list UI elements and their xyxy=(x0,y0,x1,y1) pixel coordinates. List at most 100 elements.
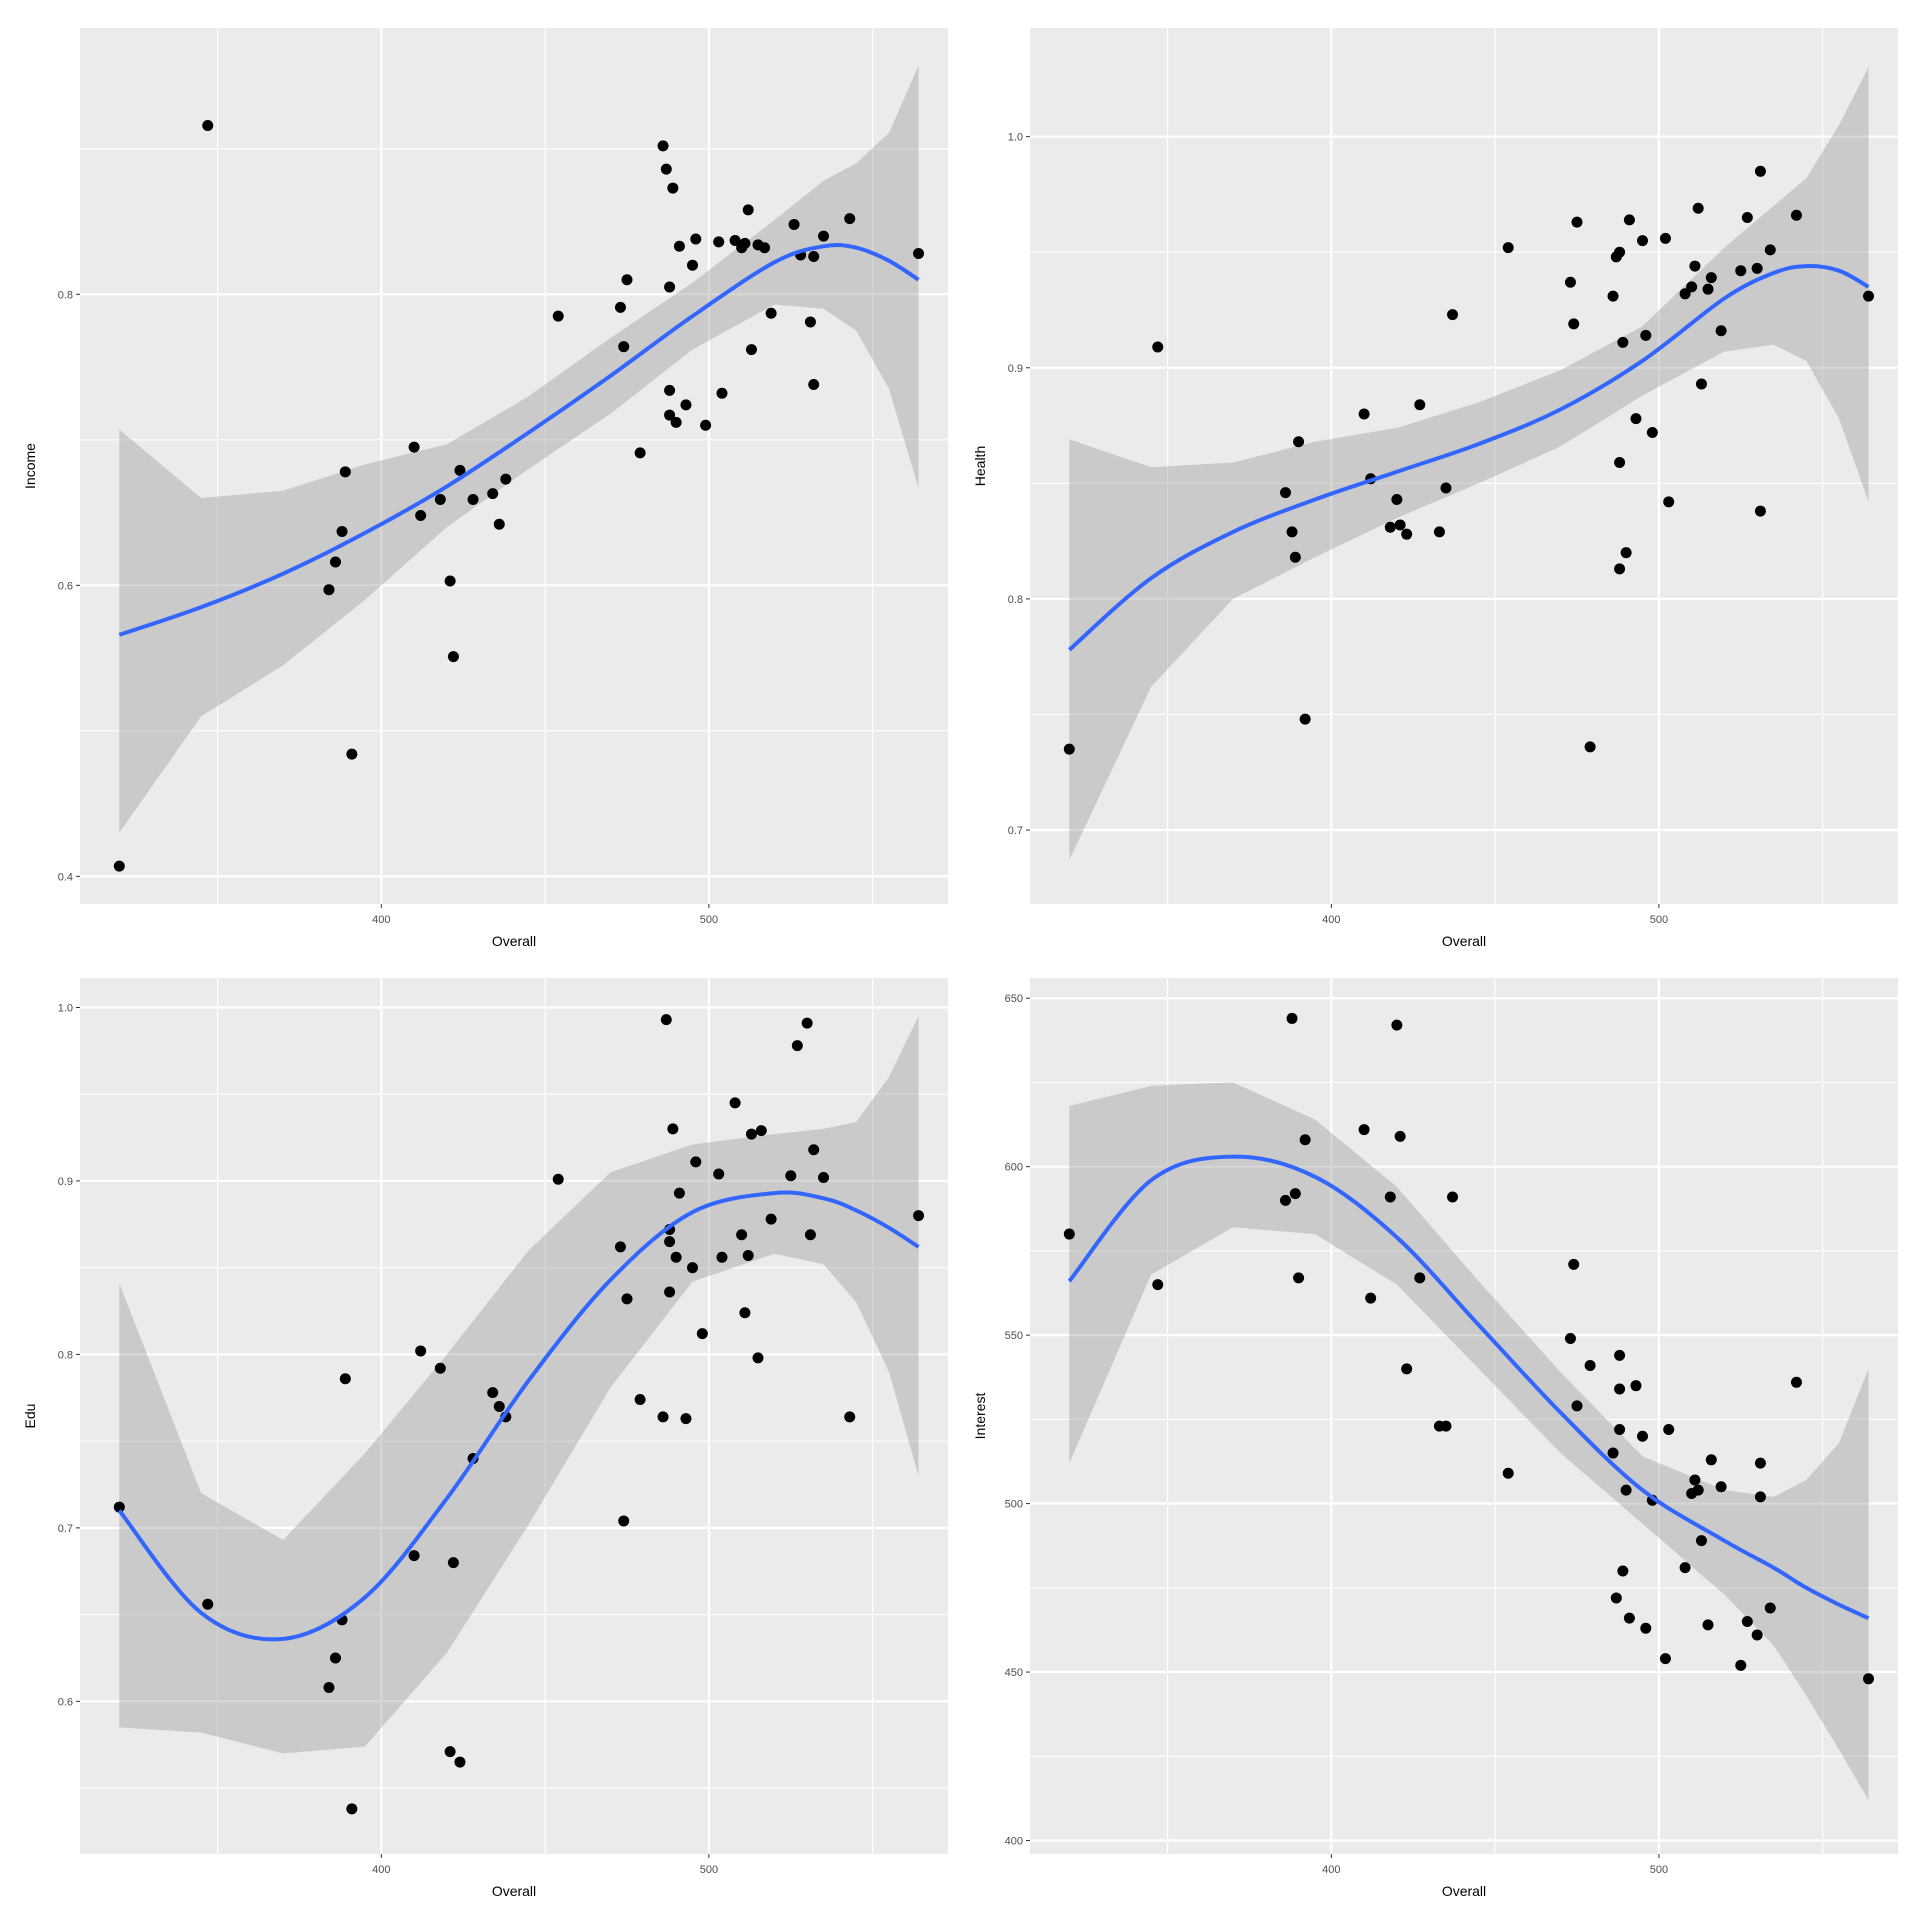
data-point xyxy=(1401,1363,1413,1375)
y-tick-label: 0.7 xyxy=(58,1523,73,1535)
data-point xyxy=(1741,212,1753,224)
data-point xyxy=(1289,1188,1301,1200)
data-point xyxy=(1614,457,1626,469)
data-point xyxy=(680,1413,692,1425)
data-point xyxy=(1735,265,1747,277)
data-point xyxy=(657,140,669,152)
data-point xyxy=(1689,1474,1701,1486)
data-point xyxy=(487,488,499,500)
y-tick-label: 0.6 xyxy=(58,580,73,592)
data-point xyxy=(742,1250,754,1262)
data-point xyxy=(339,1373,351,1385)
data-point xyxy=(1764,1602,1776,1614)
data-point xyxy=(1689,260,1701,272)
data-point xyxy=(1614,1383,1626,1395)
data-point xyxy=(1279,1194,1291,1206)
data-point xyxy=(1692,202,1704,214)
points xyxy=(1063,165,1875,755)
data-point xyxy=(1715,325,1727,337)
y-axis-title: Health xyxy=(972,446,988,486)
data-point xyxy=(729,1097,741,1109)
data-point xyxy=(752,1352,764,1364)
data-point xyxy=(454,1756,466,1768)
gridlines xyxy=(80,978,948,1854)
x-tick-label: 400 xyxy=(1322,914,1340,926)
data-point xyxy=(1692,1484,1704,1496)
x-tick-label: 500 xyxy=(1650,914,1668,926)
plot-background xyxy=(1030,978,1898,1854)
gridlines xyxy=(1030,28,1898,904)
data-point xyxy=(1299,1134,1311,1146)
data-point xyxy=(415,1345,427,1357)
y-axis-title: Interest xyxy=(972,1393,988,1440)
smooth-line xyxy=(117,1190,920,1642)
data-point xyxy=(1702,283,1714,295)
data-point xyxy=(487,1387,499,1399)
data-point xyxy=(716,387,728,399)
panel-health: 400 500 0.7 0.8 0.9 1.0 Overall Health xyxy=(972,28,1898,949)
data-point xyxy=(765,307,777,319)
data-point xyxy=(1715,1481,1727,1493)
data-point xyxy=(745,344,757,356)
data-point xyxy=(690,233,702,245)
data-point xyxy=(113,860,125,872)
data-point xyxy=(1279,487,1291,499)
data-point xyxy=(1568,318,1580,330)
data-point xyxy=(755,1125,767,1137)
data-point xyxy=(329,1652,341,1664)
y-tick-label: 650 xyxy=(1005,993,1023,1005)
data-point xyxy=(818,230,830,242)
data-point xyxy=(618,341,630,353)
data-point xyxy=(1663,1423,1675,1435)
data-point xyxy=(700,419,712,431)
data-point xyxy=(1391,494,1403,506)
plot-background xyxy=(80,28,948,904)
data-point xyxy=(444,575,456,587)
data-point xyxy=(113,1501,125,1513)
data-point xyxy=(1754,1457,1766,1469)
data-point xyxy=(742,204,754,216)
data-point xyxy=(454,464,466,476)
data-point xyxy=(1384,1191,1396,1203)
data-point xyxy=(1702,1619,1714,1631)
data-point xyxy=(493,1400,505,1412)
data-point xyxy=(1414,1272,1426,1284)
data-point xyxy=(1790,1376,1802,1388)
data-point xyxy=(1630,1380,1642,1392)
data-point xyxy=(434,493,446,505)
data-point xyxy=(467,493,479,505)
data-point xyxy=(618,1515,630,1527)
data-point xyxy=(785,1170,797,1182)
data-point xyxy=(1679,1562,1691,1574)
y-tick-label: 0.9 xyxy=(58,1176,73,1188)
data-point xyxy=(1440,1420,1452,1432)
data-point xyxy=(1433,526,1445,538)
y-axis-title: Income xyxy=(22,443,38,489)
panel-interest: 400 500 400 450 500 550 600 650 Overall Interest xyxy=(972,978,1898,1899)
data-point xyxy=(913,1210,925,1222)
data-point xyxy=(1695,1535,1707,1547)
data-point xyxy=(667,1123,679,1135)
data-point xyxy=(1640,1622,1652,1634)
data-point xyxy=(729,234,741,246)
y-tick-label: 0.6 xyxy=(58,1696,73,1708)
data-point xyxy=(1568,1258,1580,1270)
data-point xyxy=(323,1681,335,1693)
data-point xyxy=(808,250,820,262)
data-point xyxy=(202,1598,214,1610)
data-point xyxy=(493,518,505,530)
smooth-line xyxy=(1067,1154,1870,1621)
data-point xyxy=(415,509,427,521)
data-point xyxy=(739,237,751,249)
data-point xyxy=(621,1293,633,1305)
data-point xyxy=(1401,528,1413,540)
data-point xyxy=(552,1173,564,1185)
data-point xyxy=(664,1286,676,1298)
data-point xyxy=(1659,232,1671,244)
y-tick-label: 0.9 xyxy=(1008,363,1023,375)
data-point xyxy=(1447,1191,1459,1203)
data-point xyxy=(552,310,564,322)
data-point xyxy=(690,1156,702,1168)
data-point xyxy=(713,1168,725,1180)
